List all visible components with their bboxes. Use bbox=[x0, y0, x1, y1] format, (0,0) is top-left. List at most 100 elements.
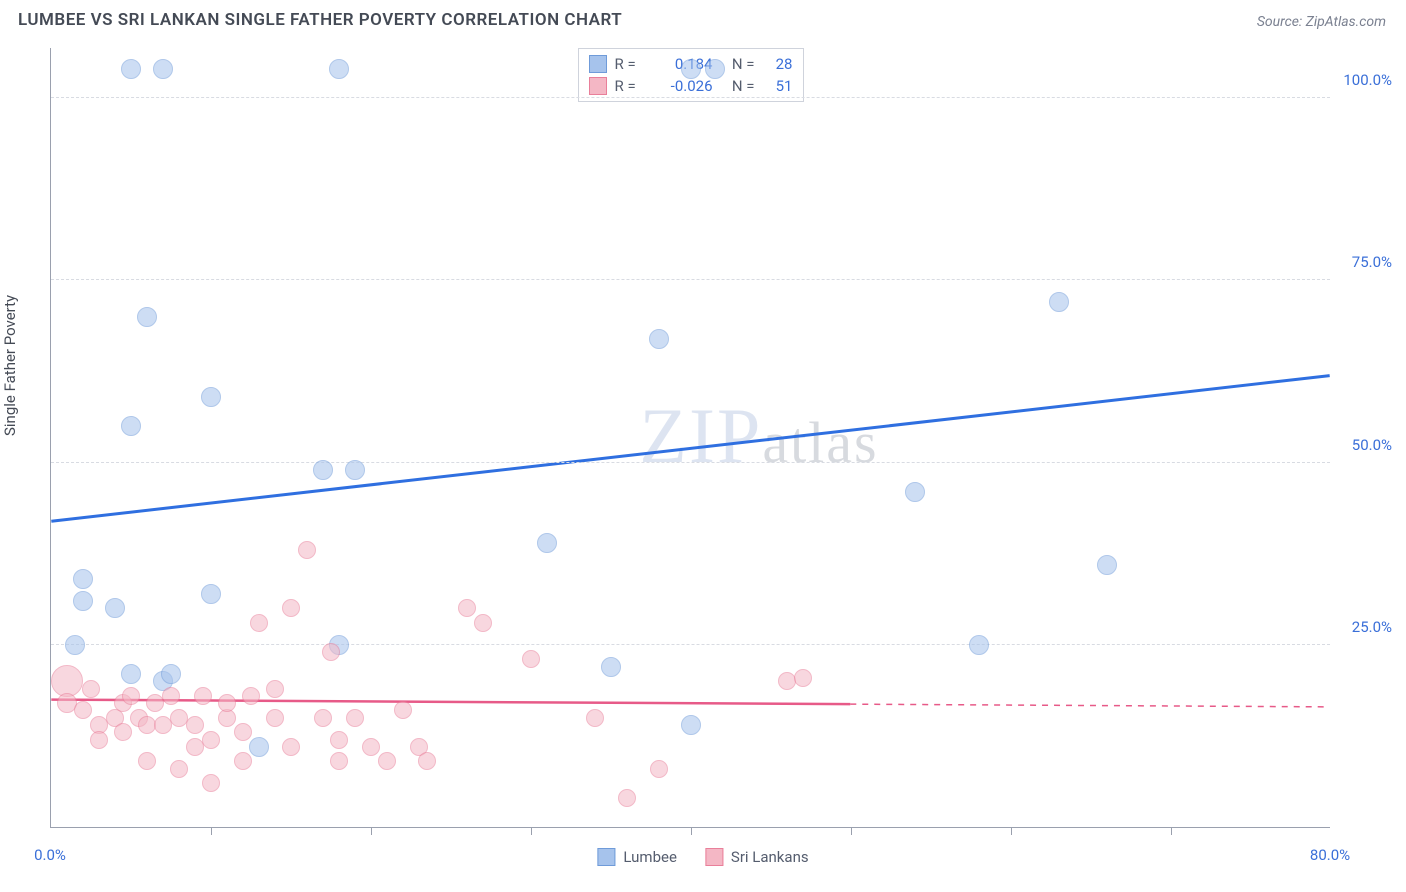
gridline bbox=[51, 279, 1330, 280]
gridline bbox=[51, 97, 1330, 98]
data-point bbox=[121, 59, 141, 79]
data-point bbox=[601, 657, 621, 677]
x-tick bbox=[371, 827, 372, 835]
legend-item: Sri Lankans bbox=[705, 848, 809, 866]
x-tick bbox=[1011, 827, 1012, 835]
data-point bbox=[170, 760, 188, 778]
data-point bbox=[121, 664, 141, 684]
data-point bbox=[266, 709, 284, 727]
r-label: R = bbox=[615, 55, 645, 73]
y-tick-label: 75.0% bbox=[1336, 253, 1392, 271]
data-point bbox=[298, 541, 316, 559]
data-point bbox=[137, 307, 157, 327]
data-point bbox=[121, 416, 141, 436]
trend-lines bbox=[51, 48, 1330, 827]
legend-swatch bbox=[597, 848, 615, 866]
plot-area: ZIPatlas R =0.184N =28R =-0.026N =51 25.… bbox=[50, 48, 1330, 828]
data-point bbox=[242, 687, 260, 705]
data-point bbox=[681, 59, 701, 79]
data-point bbox=[458, 599, 476, 617]
data-point bbox=[202, 731, 220, 749]
data-point bbox=[681, 715, 701, 735]
y-tick-label: 100.0% bbox=[1336, 71, 1392, 89]
legend-swatch bbox=[589, 55, 607, 73]
data-point bbox=[186, 716, 204, 734]
data-point bbox=[161, 664, 181, 684]
data-point bbox=[153, 59, 173, 79]
data-point bbox=[266, 680, 284, 698]
data-point bbox=[73, 569, 93, 589]
n-value: 51 bbox=[763, 77, 793, 95]
x-tick bbox=[211, 827, 212, 835]
r-label: R = bbox=[615, 77, 645, 95]
data-point bbox=[122, 687, 140, 705]
data-point bbox=[329, 59, 349, 79]
data-point bbox=[282, 738, 300, 756]
x-tick bbox=[691, 827, 692, 835]
data-point bbox=[522, 650, 540, 668]
data-point bbox=[282, 599, 300, 617]
x-tick-label: 80.0% bbox=[1310, 846, 1350, 864]
legend-swatch bbox=[589, 77, 607, 95]
n-label: N = bbox=[721, 77, 755, 95]
data-point bbox=[249, 737, 269, 757]
chart-container: Single Father Poverty ZIPatlas R =0.184N… bbox=[0, 36, 1406, 886]
data-point bbox=[82, 680, 100, 698]
data-point bbox=[649, 329, 669, 349]
data-point bbox=[330, 731, 348, 749]
data-point bbox=[74, 701, 92, 719]
data-point bbox=[322, 643, 340, 661]
legend-swatch bbox=[705, 848, 723, 866]
data-point bbox=[114, 723, 132, 741]
data-point bbox=[234, 752, 252, 770]
data-point bbox=[73, 591, 93, 611]
data-point bbox=[138, 752, 156, 770]
source-label: Source: ZipAtlas.com bbox=[1257, 14, 1386, 30]
data-point bbox=[362, 738, 380, 756]
data-point bbox=[474, 614, 492, 632]
data-point bbox=[234, 723, 252, 741]
data-point bbox=[201, 387, 221, 407]
data-point bbox=[330, 752, 348, 770]
data-point bbox=[194, 687, 212, 705]
watermark: ZIPatlas bbox=[639, 391, 878, 481]
data-point bbox=[378, 752, 396, 770]
data-point bbox=[905, 482, 925, 502]
data-point bbox=[345, 460, 365, 480]
data-point bbox=[1049, 292, 1069, 312]
data-point bbox=[201, 584, 221, 604]
data-point bbox=[218, 694, 236, 712]
data-point bbox=[162, 687, 180, 705]
data-point bbox=[794, 669, 812, 687]
data-point bbox=[418, 752, 436, 770]
data-point bbox=[346, 709, 364, 727]
r-value: -0.026 bbox=[653, 77, 713, 95]
legend-label: Sri Lankans bbox=[731, 848, 809, 866]
y-tick-label: 25.0% bbox=[1336, 618, 1392, 636]
data-point bbox=[1097, 555, 1117, 575]
x-tick bbox=[531, 827, 532, 835]
y-tick-label: 50.0% bbox=[1336, 436, 1392, 454]
data-point bbox=[394, 701, 412, 719]
data-point bbox=[618, 789, 636, 807]
legend-label: Lumbee bbox=[623, 848, 677, 866]
data-point bbox=[90, 731, 108, 749]
n-value: 28 bbox=[763, 55, 793, 73]
data-point bbox=[313, 460, 333, 480]
data-point bbox=[65, 635, 85, 655]
data-point bbox=[969, 635, 989, 655]
chart-title: LUMBEE VS SRI LANKAN SINGLE FATHER POVER… bbox=[18, 10, 622, 30]
data-point bbox=[250, 614, 268, 632]
x-tick-label: 0.0% bbox=[34, 846, 66, 864]
x-tick bbox=[1171, 827, 1172, 835]
data-point bbox=[105, 598, 125, 618]
n-label: N = bbox=[721, 55, 755, 73]
y-axis-label: Single Father Poverty bbox=[1, 295, 19, 436]
data-point bbox=[314, 709, 332, 727]
chart-header: LUMBEE VS SRI LANKAN SINGLE FATHER POVER… bbox=[0, 0, 1406, 36]
data-point bbox=[705, 59, 725, 79]
gridline bbox=[51, 644, 1330, 645]
data-point bbox=[586, 709, 604, 727]
legend-item: Lumbee bbox=[597, 848, 677, 866]
x-tick bbox=[851, 827, 852, 835]
